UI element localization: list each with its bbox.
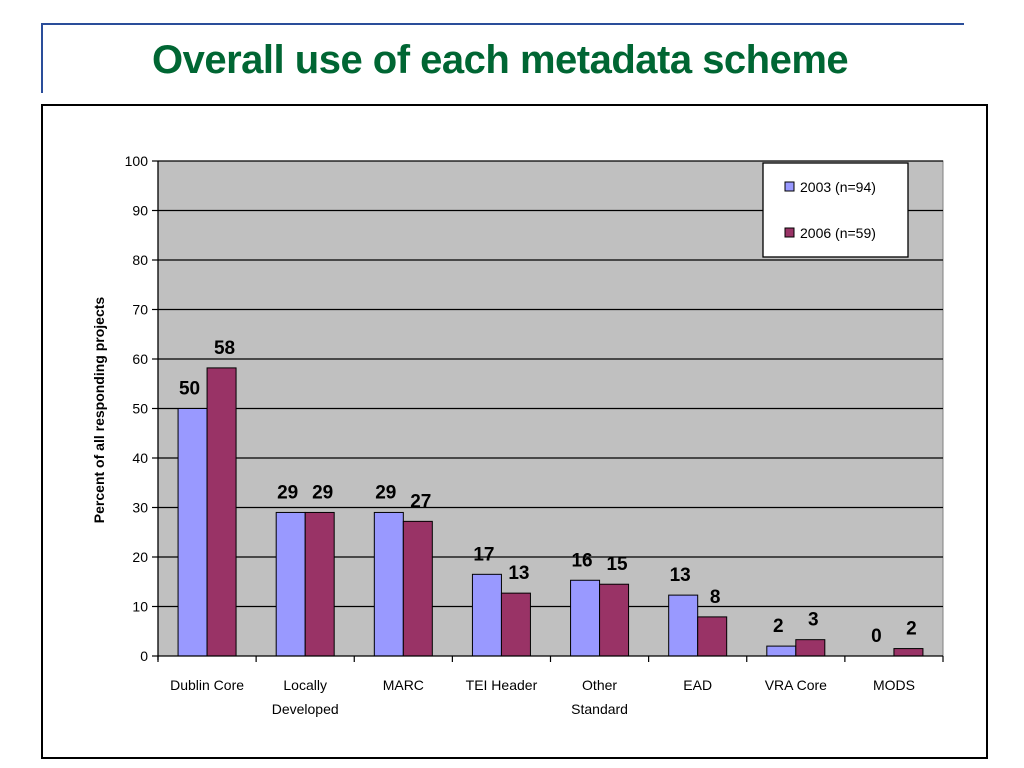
data-label: 50 (179, 379, 200, 400)
data-label: 16 (571, 550, 592, 571)
data-label: 29 (312, 482, 333, 503)
x-tick-label: Dublin Core (170, 677, 244, 693)
axes (152, 160, 944, 662)
bar-2006 (599, 583, 630, 657)
data-label: 58 (214, 338, 235, 359)
bar-2006 (402, 520, 433, 657)
data-labels: 50 29 29 17 16 13 2 0 58 29 27 13 15 8 3 2 (179, 338, 917, 647)
bar-2006 (206, 367, 237, 657)
y-tick-label: 30 (132, 500, 148, 516)
legend-swatch-2003 (784, 181, 795, 192)
data-label: 27 (410, 491, 431, 512)
y-tick-label: 10 (132, 599, 148, 615)
y-tick-label: 60 (132, 351, 148, 367)
legend: 2003 (n=94) 2006 (n=59) (762, 162, 909, 258)
x-tick-label: MARC (383, 677, 424, 693)
y-tick-label: 20 (132, 549, 148, 565)
data-label: 17 (473, 544, 494, 565)
y-tick-label: 70 (132, 302, 148, 318)
x-tick-label: Developed (272, 701, 339, 717)
bar-2003 (766, 645, 797, 657)
legend-box (762, 162, 909, 258)
legend-label: 2006 (n=59) (800, 225, 876, 241)
y-tick-label: 80 (132, 252, 148, 268)
data-label: 15 (606, 554, 628, 575)
header-rule-top (41, 23, 964, 25)
bar-2003 (471, 573, 502, 657)
header-rule-left (41, 23, 43, 93)
data-label: 13 (670, 565, 691, 586)
bars (177, 367, 924, 657)
legend-swatch-2006 (784, 227, 795, 238)
x-tick-label: Standard (571, 701, 628, 717)
x-tick-label: MODS (873, 677, 915, 693)
x-tick-label: Locally (283, 677, 327, 693)
x-tick-label: EAD (683, 677, 712, 693)
bar-2003 (275, 511, 306, 657)
data-label: 2 (773, 616, 784, 637)
x-tick-label: TEI Header (466, 677, 538, 693)
data-label: 29 (277, 482, 298, 503)
bar-2003 (177, 408, 208, 657)
data-label: 8 (710, 587, 721, 608)
y-tick-label: 50 (132, 401, 148, 417)
bar-2003 (373, 511, 404, 657)
bar-2006 (304, 511, 335, 657)
bar-2006 (795, 639, 826, 657)
bar-2006 (893, 648, 924, 657)
data-label: 3 (808, 610, 819, 631)
data-label: 0 (871, 626, 882, 647)
x-tick-label: VRA Core (765, 677, 827, 693)
slide-title: Overall use of each metadata scheme (152, 38, 849, 82)
y-tick-label: 0 (140, 648, 148, 664)
y-tick-label: 90 (132, 203, 148, 219)
legend-label: 2003 (n=94) (800, 179, 876, 195)
data-label: 13 (508, 563, 529, 584)
bar-2006 (697, 616, 728, 657)
x-tick-label: Other (582, 677, 617, 693)
bar-2003 (668, 594, 699, 657)
data-label: 2 (906, 619, 917, 640)
y-tick-label: 40 (132, 450, 148, 466)
bar-2003 (570, 579, 601, 657)
bar-2006 (500, 592, 531, 657)
y-tick-label: 100 (125, 153, 149, 169)
y-axis-label: Percent of all responding projects (91, 297, 107, 524)
data-label: 29 (375, 482, 396, 503)
